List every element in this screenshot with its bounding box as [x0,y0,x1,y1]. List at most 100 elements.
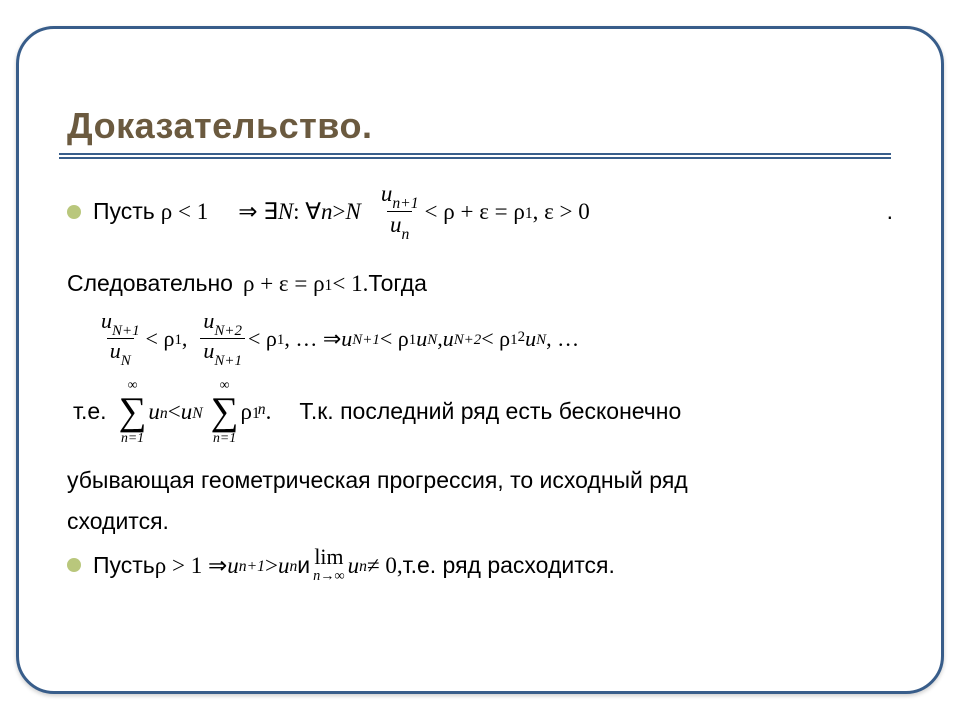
text-let-1: Пусть [93,196,155,227]
m3-lt-a: < ρ [380,324,409,354]
line-5: убывающая геометрическая прогрессия, то … [67,465,893,496]
sum-uN-sub: N [192,403,202,424]
slide-content-area: Доказательство. Пусть ρ < 1 ⇒ ∃ N : ∀ n … [67,55,893,665]
title-rule-bottom [59,157,891,159]
m3-tail-dots: , … [546,324,579,354]
frac1-den-sub: n [402,226,410,243]
text-let-2: Пусть [93,550,155,581]
lt-rho1-b: < ρ [248,324,277,354]
lim-un: u [348,550,360,581]
sum2-lower: n=1 [213,431,236,445]
line-2: Следовательно ρ + ε = ρ 1 < 1. Тогда [67,268,893,299]
frac1-num-sub: n+1 [392,195,418,212]
sum-2: ∞ ∑ n=1 [211,378,239,445]
dots-implies: , … ⇒ [284,324,341,354]
comma-3a: , [182,324,188,354]
math-gt-1: > [333,196,346,227]
sum-lt: < [168,396,181,427]
bullet-icon-2 [67,558,81,572]
f3a-den-sub: N [121,353,131,369]
math-small-n: n [321,196,333,227]
frac-3b: uN+2 uN+1 [200,309,245,368]
sum-1: ∞ ∑ n=1 [119,378,147,445]
frac1-den-u: u [390,212,402,237]
bullet-icon [67,205,81,219]
math-colon-forall: : ∀ [293,196,321,227]
frac-3a: uN+1 uN [98,309,143,368]
m7-u2-sub: n [289,556,297,577]
m3-uNp2: u [443,324,454,354]
line-7: Пусть ρ > 1 ⇒ un+1 > un и lim n→∞ un ≠ 0… [67,547,893,583]
sum1-un-sub: n [160,403,168,424]
lim-sub: n→∞ [313,569,345,583]
math-tail-1-sub: 1 [525,203,533,224]
math-tail-1: < ρ + ε = ρ [425,196,525,227]
line-1: Пусть ρ < 1 ⇒ ∃ N : ∀ n > N un+1 un < ρ … [67,181,893,242]
math-tail-1b: , ε > 0 [533,196,590,227]
sum-period: . [266,396,272,427]
sum2-rho-sup: n [258,399,266,420]
f3b-num-sub: N+2 [214,323,242,339]
body-text: Пусть ρ < 1 ⇒ ∃ N : ∀ n > N un+1 un < ρ … [67,181,893,583]
m3-uN-b: u [525,324,536,354]
text-geom-prog: убывающая геометрическая прогрессия, то … [67,465,688,496]
rho1-sub-b: 1 [277,330,284,350]
line-3: uN+1 uN < ρ 1 , uN+2 uN+1 < ρ 1 , … ⇒ uN… [95,309,893,368]
f3a-num-sub: N+1 [112,323,140,339]
text-converges: сходится. [67,506,169,537]
f3a-num: u [101,308,112,333]
line-4: т.е. ∞ ∑ n=1 un < uN ∞ ∑ n=1 ρ 1n [67,378,893,445]
text-and: и [297,550,310,581]
m3-uN-sub-b: N [536,330,546,350]
frac1-num-u: u [381,181,393,206]
m3-uNp1-sub: N+1 [352,330,380,350]
m7-gt: > [265,550,278,581]
math-big-n2: N [346,196,361,227]
sum1-sigma-icon: ∑ [119,392,147,431]
lt-rho1-a: < ρ [146,324,175,354]
m7-u2: u [278,550,290,581]
text-since: Т.к. последний ряд есть бесконечно [299,396,681,427]
math-rho-eps: ρ + ε = ρ [243,268,325,299]
m3-uNp1: u [341,324,352,354]
f3b-den: u [203,338,214,363]
math-period-1: . [887,196,893,227]
title-rule-top [59,153,891,155]
line-6: сходится. [67,506,893,537]
text-te: т.е. [73,396,107,427]
lim-un-sub: n [359,556,367,577]
f3a-den: u [110,338,121,363]
m3-rho1-sub-a: 1 [409,330,416,350]
math-rho-lt-1: ρ < 1 [161,196,208,227]
m3-rho1-sub-b: 1 [510,330,517,350]
m3-uNp2-sub: N+2 [454,330,482,350]
sum2-rho: ρ [241,396,252,427]
math-fraction-1: un+1 un [378,181,422,242]
lim-label: lim [314,547,343,569]
m7-u1-sub: n+1 [239,556,265,577]
m7-rho-gt-1: ρ > 1 ⇒ [155,550,227,581]
slide-title: Доказательство. [67,105,893,147]
m3-sup-2: 2 [518,327,525,347]
math-rho1-sub: 1 [325,275,333,296]
sum2-sigma-icon: ∑ [211,392,239,431]
lim-box: lim n→∞ [313,547,345,583]
m7-u1: u [227,550,239,581]
m3-uN-sub-a: N [427,330,437,350]
math-lt1: < 1. [332,268,368,299]
rho1-sub-a: 1 [174,330,181,350]
lim-neq-0: ≠ 0, [367,550,403,581]
math-arrow-exists: ⇒ ∃ [238,196,278,227]
f3b-den-sub: N+1 [214,353,242,369]
sum-uN: u [181,396,193,427]
text-therefore: Следовательно [67,268,233,299]
text-diverges: т.е. ряд расходится. [403,550,615,581]
f3b-num: u [203,308,214,333]
sum1-un: u [148,396,160,427]
text-then: Тогда [368,268,427,299]
m3-lt-b: < ρ [481,324,510,354]
sum1-lower: n=1 [121,431,144,445]
m3-uN-a: u [416,324,427,354]
slide-frame: Доказательство. Пусть ρ < 1 ⇒ ∃ N : ∀ n … [16,26,944,694]
math-big-n: N [278,196,293,227]
